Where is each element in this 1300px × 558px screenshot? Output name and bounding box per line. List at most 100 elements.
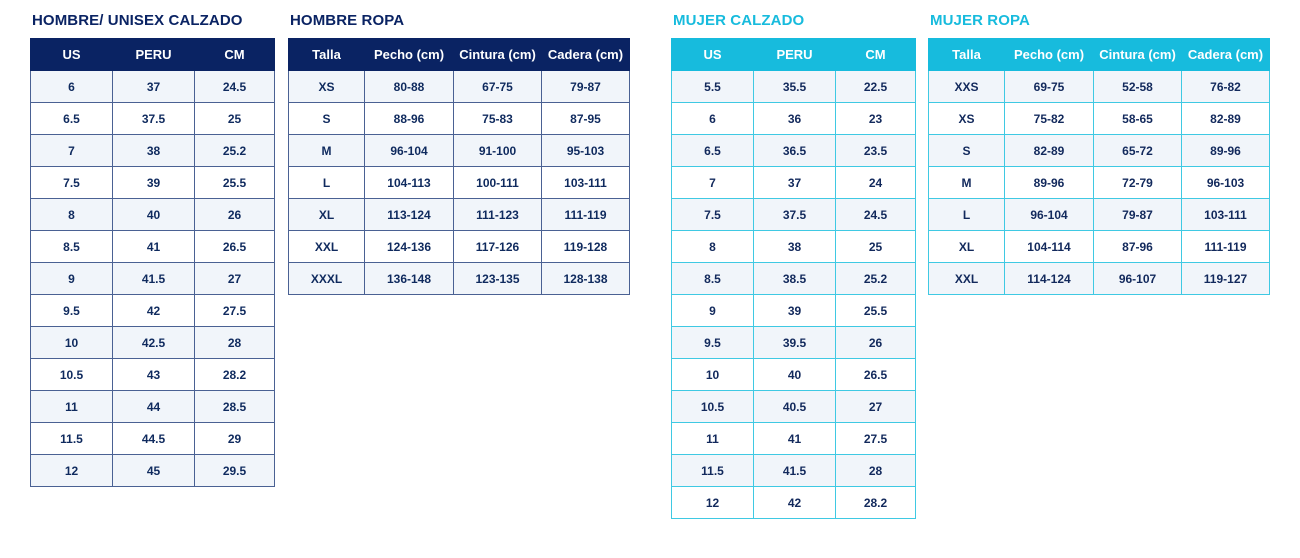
table-row: 11 44 28.5 xyxy=(30,390,275,423)
table-cell: 29.5 xyxy=(194,454,275,487)
table-cell: 103-111 xyxy=(541,166,630,199)
table-row: XS 75-82 58-65 82-89 xyxy=(928,102,1270,135)
table-cell: 25.5 xyxy=(835,294,916,327)
table-cell: 69-75 xyxy=(1004,70,1094,103)
table-cell: 87-95 xyxy=(541,102,630,135)
table-cell: 72-79 xyxy=(1093,166,1182,199)
table-row: XXXL 136-148 123-135 128-138 xyxy=(288,262,630,295)
table-cell: 100-111 xyxy=(453,166,542,199)
table-cell: 117-126 xyxy=(453,230,542,263)
table-cell: 28 xyxy=(194,326,275,359)
table-cell: 119-127 xyxy=(1181,262,1270,295)
table-cell: XXL xyxy=(928,262,1005,295)
table-cell: 80-88 xyxy=(364,70,454,103)
table-cell: 23.5 xyxy=(835,134,916,167)
table-cell: 9.5 xyxy=(30,294,113,327)
table-row: 8 38 25 xyxy=(671,230,916,263)
table-cell: L xyxy=(928,198,1005,231)
table-cell: 103-111 xyxy=(1181,198,1270,231)
table-row: 9.5 42 27.5 xyxy=(30,294,275,327)
table-cell: 10.5 xyxy=(671,390,754,423)
table-cell: 28.5 xyxy=(194,390,275,423)
column-header: PERU xyxy=(753,38,836,71)
table-cell: 104-113 xyxy=(364,166,454,199)
table-cell: 27.5 xyxy=(194,294,275,327)
table-cell: 39.5 xyxy=(753,326,836,359)
table-row: L 96-104 79-87 103-111 xyxy=(928,198,1270,231)
table-header-mujer-ropa: Talla Pecho (cm) Cintura (cm) Cadera (cm) xyxy=(928,38,1270,71)
table-cell: 8 xyxy=(30,198,113,231)
table-cell: XXS xyxy=(928,70,1005,103)
table-cell: XXL xyxy=(288,230,365,263)
table-cell: 36 xyxy=(753,102,836,135)
table-body-mujer-calzado: 5.5 35.5 22.5 6 36 23 6.5 36.5 23.5 7 37 24 7.5 37.5 2… xyxy=(671,70,916,519)
table-cell: 119-128 xyxy=(541,230,630,263)
table-cell: 89-96 xyxy=(1004,166,1094,199)
table-cell: 41 xyxy=(112,230,195,263)
table-cell: 8.5 xyxy=(671,262,754,295)
column-header: CM xyxy=(835,38,916,71)
table-cell: 26 xyxy=(835,326,916,359)
chart-title-mujer-calzado: MUJER CALZADO xyxy=(673,12,805,29)
table-row: XS 80-88 67-75 79-87 xyxy=(288,70,630,103)
table-cell: 7 xyxy=(30,134,113,167)
table-row: S 88-96 75-83 87-95 xyxy=(288,102,630,135)
table-row: 10.5 43 28.2 xyxy=(30,358,275,391)
table-row: 11.5 41.5 28 xyxy=(671,454,916,487)
table-cell: 88-96 xyxy=(364,102,454,135)
table-cell: 25 xyxy=(835,230,916,263)
table-header-hombre-ropa: Talla Pecho (cm) Cintura (cm) Cadera (cm) xyxy=(288,38,630,71)
table-cell: 28 xyxy=(835,454,916,487)
table-row: XXL 114-124 96-107 119-127 xyxy=(928,262,1270,295)
table-row: 7.5 37.5 24.5 xyxy=(671,198,916,231)
table-cell: 25.2 xyxy=(835,262,916,295)
size-chart-hombre-unisex-calzado: HOMBRE/ UNISEX CALZADO US PERU CM 6 37 24.5 6… xyxy=(30,12,275,487)
table-cell: 7.5 xyxy=(671,198,754,231)
column-header: Cadera (cm) xyxy=(541,38,630,71)
table-cell: 7 xyxy=(671,166,754,199)
table-cell: 9 xyxy=(671,294,754,327)
table-cell: 91-100 xyxy=(453,134,542,167)
table-cell: 65-72 xyxy=(1093,134,1182,167)
table-cell: 39 xyxy=(753,294,836,327)
table-cell: 136-148 xyxy=(364,262,454,295)
table-cell: 24.5 xyxy=(194,70,275,103)
table-cell: 67-75 xyxy=(453,70,542,103)
table-cell: 9 xyxy=(30,262,113,295)
table-row: 6 36 23 xyxy=(671,102,916,135)
table-mujer-ropa: Talla Pecho (cm) Cintura (cm) Cadera (cm) X… xyxy=(928,38,1270,295)
table-cell: 96-104 xyxy=(1004,198,1094,231)
table-header-hombre-unisex-calzado: US PERU CM xyxy=(30,38,275,71)
table-header-row: US PERU CM xyxy=(30,38,275,71)
chart-title-mujer-ropa: MUJER ROPA xyxy=(930,12,1030,29)
table-cell: 6 xyxy=(30,70,113,103)
column-header: Cintura (cm) xyxy=(1093,38,1182,71)
table-cell: 82-89 xyxy=(1004,134,1094,167)
table-cell: 36.5 xyxy=(753,134,836,167)
table-cell: 43 xyxy=(112,358,195,391)
table-row: 7.5 39 25.5 xyxy=(30,166,275,199)
table-cell: 25 xyxy=(194,102,275,135)
table-row: 9 39 25.5 xyxy=(671,294,916,327)
size-chart-mujer-calzado: MUJER CALZADO US PERU CM 5.5 35.5 22.5 6 36 23 6… xyxy=(671,12,916,519)
column-header: US xyxy=(30,38,113,71)
table-mujer-calzado: US PERU CM 5.5 35.5 22.5 6 36 23 6.5 36.5 23.5 7 37 2… xyxy=(671,38,916,519)
table-row: XXS 69-75 52-58 76-82 xyxy=(928,70,1270,103)
table-cell: 28.2 xyxy=(194,358,275,391)
table-cell: 11 xyxy=(671,422,754,455)
table-cell: XS xyxy=(928,102,1005,135)
table-cell: 6.5 xyxy=(671,134,754,167)
table-cell: 75-83 xyxy=(453,102,542,135)
table-cell: 124-136 xyxy=(364,230,454,263)
table-cell: 79-87 xyxy=(1093,198,1182,231)
table-cell: 41.5 xyxy=(753,454,836,487)
column-header: Pecho (cm) xyxy=(1004,38,1094,71)
table-cell: 38 xyxy=(753,230,836,263)
table-cell: 9.5 xyxy=(671,326,754,359)
table-row: 6.5 36.5 23.5 xyxy=(671,134,916,167)
table-cell: 35.5 xyxy=(753,70,836,103)
table-cell: 12 xyxy=(30,454,113,487)
table-cell: 76-82 xyxy=(1181,70,1270,103)
table-cell: L xyxy=(288,166,365,199)
table-cell: 38.5 xyxy=(753,262,836,295)
